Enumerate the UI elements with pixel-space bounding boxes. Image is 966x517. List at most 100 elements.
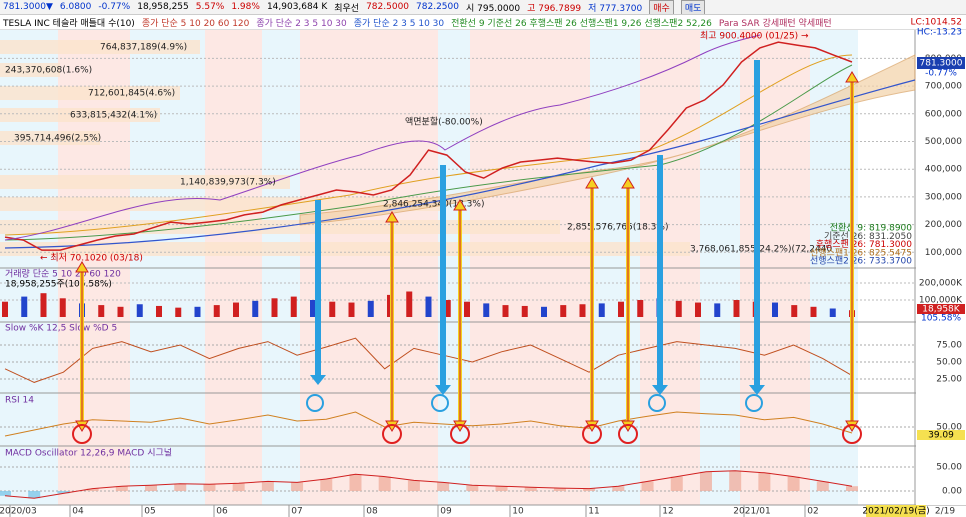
x-tick-label: 06 bbox=[216, 507, 228, 517]
x-tick-label: 11 bbox=[588, 507, 599, 517]
trend-line bbox=[4, 79, 916, 249]
arrowhead-up bbox=[75, 261, 89, 273]
moving-average bbox=[4, 54, 853, 236]
rsi-line bbox=[4, 411, 853, 437]
quote-field: 782.5000 bbox=[366, 2, 410, 12]
indicator-legend[interactable]: TESLA INC 테슬라 매틀대 수(10) bbox=[3, 18, 135, 29]
macd-bar bbox=[816, 481, 829, 491]
quote-field: 고 796.7899 bbox=[527, 3, 582, 14]
macd-bar bbox=[699, 471, 712, 491]
lagging-span bbox=[4, 34, 761, 241]
volume-profile-bar bbox=[0, 40, 200, 54]
volume-profile-bar bbox=[0, 175, 290, 189]
volume-bar bbox=[560, 305, 567, 317]
indicator-legend[interactable]: 종가 단순 2 3 5 10 30 bbox=[353, 18, 445, 29]
current-date-box bbox=[866, 505, 926, 517]
volume-bar bbox=[464, 301, 470, 317]
annotation: 243,370,608(1.6%) bbox=[5, 66, 92, 76]
price-line bbox=[4, 41, 853, 251]
arrowhead-up bbox=[453, 199, 467, 211]
x-tick-label: 05 bbox=[144, 507, 155, 517]
annotation: ← 최저 70.1020 (03/18) bbox=[40, 253, 143, 264]
volume-bar bbox=[194, 306, 201, 317]
volume-profile-bar bbox=[0, 63, 60, 77]
volume-bar bbox=[444, 300, 451, 317]
volume-bar bbox=[502, 305, 509, 317]
macd-bar bbox=[787, 476, 800, 491]
y-tick-label: 600,000 bbox=[925, 109, 962, 119]
annotation: 633,815,432(4.1%) bbox=[70, 111, 157, 121]
volume-bar bbox=[772, 302, 778, 317]
macd-bar bbox=[553, 488, 566, 491]
toolbar: 781.3000▼ 6.0800 -0.77% 18,958,255 5.57% 1.98… bbox=[0, 0, 966, 15]
x-tick-label: 10 bbox=[512, 507, 524, 517]
panel-subtitle: 18,958,255주(105.58%) bbox=[5, 279, 112, 290]
x-tick-label: 09 bbox=[440, 507, 452, 517]
blue-arrowhead bbox=[652, 385, 668, 395]
quote-field: 시 795.0000 bbox=[465, 3, 521, 14]
x-tick-label: 2021/01 bbox=[733, 507, 770, 517]
indicator-legend[interactable]: Para SAR 강세패턴 약세패턴 bbox=[718, 18, 832, 29]
trade-button[interactable]: 매수 bbox=[649, 0, 674, 14]
volume-bar bbox=[40, 293, 47, 317]
volume-bar bbox=[714, 303, 721, 317]
quote-field: 18,958,255 bbox=[137, 2, 189, 12]
red-circle bbox=[72, 424, 92, 444]
macd-bar bbox=[583, 488, 596, 491]
volume-bar bbox=[348, 302, 355, 317]
volume-bar bbox=[175, 307, 182, 317]
volume-bar bbox=[579, 304, 586, 317]
macd-bar bbox=[0, 491, 11, 496]
x-tick-label: 08 bbox=[366, 507, 378, 517]
volume-bar bbox=[483, 303, 490, 317]
ichimoku-value: 선행스팬1 26: 825.5475 bbox=[810, 246, 912, 258]
trade-button[interactable]: 매도 bbox=[680, 0, 706, 14]
volume-profile-bar bbox=[0, 197, 440, 211]
volume-bar bbox=[59, 298, 66, 317]
indicator-legend[interactable]: 전환선 9 기준선 26 후행스팬 26 선행스팬1 9,26 선행스팬2 52… bbox=[451, 18, 712, 29]
macd-bar bbox=[86, 488, 99, 491]
macd-bar bbox=[145, 485, 158, 491]
volume-bar bbox=[271, 298, 278, 317]
blue-circle bbox=[745, 394, 763, 412]
quote-field: 저 777.3700 bbox=[588, 3, 643, 14]
annotation: 395,714,496(2.5%) bbox=[14, 134, 101, 144]
macd-bar bbox=[57, 491, 70, 494]
macd-bar bbox=[495, 486, 508, 491]
quote-field: 1.98% bbox=[231, 2, 260, 12]
volume-profile-bar bbox=[0, 86, 180, 100]
volume-bar bbox=[290, 296, 297, 317]
red-circle bbox=[582, 424, 602, 444]
y-tick-label: 400,000 bbox=[925, 165, 962, 175]
panel-title: 거래량 단순 5 10 20 60 120 bbox=[5, 268, 121, 280]
blue-circle bbox=[648, 394, 666, 412]
x-tick-label: 02 bbox=[807, 507, 818, 517]
annotation: 2,846,254,340(18.3%) bbox=[383, 200, 484, 210]
macd-bar bbox=[729, 470, 742, 491]
macd-bar bbox=[174, 483, 187, 491]
right-info: LC:1014.52 bbox=[910, 18, 962, 28]
volume-bar bbox=[329, 301, 336, 317]
macd-bar bbox=[641, 481, 654, 491]
annotation: 액면분할(-80.00%) bbox=[405, 116, 483, 128]
macd-bar bbox=[846, 486, 858, 491]
annotation: 2,855,576,765(18.3%) bbox=[567, 223, 668, 233]
quote-field: 14,903,684 K bbox=[266, 2, 328, 12]
red-circle bbox=[382, 424, 402, 444]
right-info: HC:-13.23 bbox=[917, 28, 962, 38]
indicator-legend[interactable]: 종가 단순 2 3 5 10 30 bbox=[256, 18, 347, 29]
red-circle bbox=[450, 424, 470, 444]
macd-bar bbox=[203, 484, 216, 491]
annotation: 712,601,845(4.6%) bbox=[88, 89, 175, 99]
right-axis-bg bbox=[916, 30, 966, 505]
volume-bar bbox=[810, 306, 817, 317]
quote-field: 781.3000▼ bbox=[3, 2, 53, 12]
indicator-legend[interactable]: 종가 단순 5 10 20 60 120 bbox=[141, 18, 250, 29]
arrowhead-up bbox=[621, 177, 635, 189]
panel-title: MACD Oscillator 12,26,9 MACD 시그널 bbox=[5, 448, 172, 459]
annotation: 최고 900.4000 (01/25) → bbox=[700, 31, 809, 42]
x-tick-label: 07 bbox=[291, 507, 302, 517]
macd-bar bbox=[232, 483, 245, 491]
